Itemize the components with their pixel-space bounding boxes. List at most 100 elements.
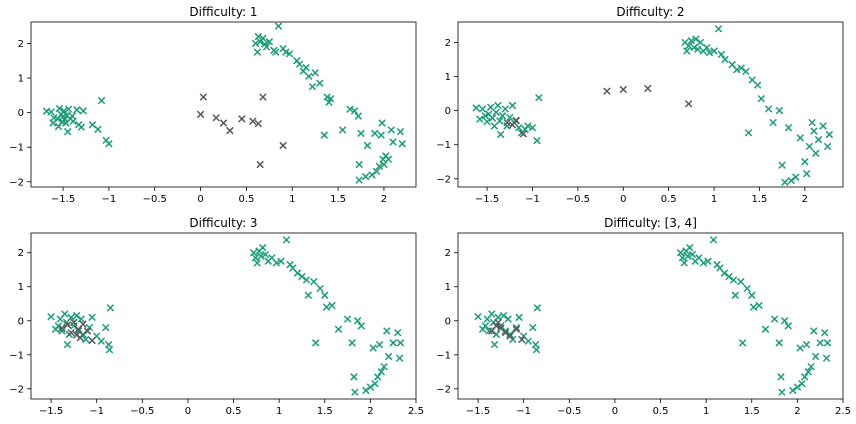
data-point bbox=[804, 368, 813, 376]
data-point bbox=[496, 130, 505, 139]
data-point bbox=[515, 123, 523, 132]
data-point bbox=[102, 323, 110, 332]
data-point bbox=[47, 108, 55, 116]
data-point bbox=[729, 276, 738, 284]
data-point bbox=[528, 123, 537, 132]
data-point bbox=[77, 123, 86, 131]
data-point bbox=[64, 105, 73, 113]
subplot-title: Difficulty: 2 bbox=[616, 5, 684, 19]
data-point bbox=[348, 339, 356, 347]
data-point bbox=[787, 176, 795, 185]
data-point bbox=[784, 123, 793, 132]
data-point bbox=[355, 176, 363, 184]
data-point bbox=[802, 340, 811, 349]
data-point bbox=[305, 72, 313, 81]
data-point bbox=[488, 114, 497, 122]
data-point bbox=[272, 48, 280, 56]
data-point bbox=[258, 243, 267, 252]
subplot-2: Difficulty: 2 −1.5 −1 −0.5 0 0.5 1 1.5 2 −2 −1 0 1 2 bbox=[436, 5, 844, 205]
x-tick-label: 1.5 bbox=[330, 194, 346, 205]
data-point bbox=[259, 93, 267, 101]
x-tick-label: 0 bbox=[612, 406, 618, 417]
x-tick-label: 0.5 bbox=[226, 406, 242, 417]
data-point bbox=[775, 106, 784, 115]
data-point bbox=[323, 93, 331, 101]
x-tick-label: 0.5 bbox=[238, 194, 254, 205]
data-point bbox=[524, 122, 532, 130]
data-point bbox=[371, 129, 379, 138]
data-point bbox=[476, 115, 484, 123]
x-tick-label: −1 bbox=[525, 194, 540, 205]
data-point bbox=[796, 344, 804, 352]
data-point bbox=[685, 243, 694, 252]
data-point bbox=[801, 158, 809, 166]
data-point bbox=[76, 334, 84, 342]
data-point bbox=[67, 313, 75, 322]
data-point bbox=[518, 335, 526, 344]
subplot-1: Difficulty: 1 −1.5 −1 −0.5 0 0.5 1 1.5 2 −2 −1 0 1 2 bbox=[9, 5, 417, 205]
data-point bbox=[503, 122, 511, 130]
data-point bbox=[684, 42, 693, 50]
data-point bbox=[472, 104, 480, 112]
data-point bbox=[519, 130, 528, 138]
data-point bbox=[396, 339, 405, 347]
data-point bbox=[474, 312, 482, 321]
series-2 bbox=[196, 93, 287, 169]
axes-frame bbox=[457, 21, 844, 188]
data-point bbox=[709, 236, 718, 244]
data-point bbox=[226, 126, 234, 135]
data-point bbox=[731, 291, 740, 299]
data-point bbox=[532, 345, 541, 354]
data-point bbox=[494, 101, 502, 110]
data-point bbox=[302, 63, 310, 72]
data-point bbox=[515, 313, 523, 322]
data-point bbox=[821, 328, 829, 337]
data-point bbox=[619, 85, 627, 94]
y-tick-label: 1 bbox=[445, 282, 451, 293]
data-point bbox=[512, 117, 520, 125]
x-tick-label: 1 bbox=[711, 194, 717, 205]
series-2 bbox=[58, 318, 96, 345]
data-point bbox=[395, 354, 404, 362]
x-tick-label: 1.5 bbox=[744, 406, 760, 417]
data-point bbox=[253, 259, 261, 267]
data-point bbox=[770, 315, 779, 323]
data-point bbox=[304, 291, 313, 299]
data-point bbox=[761, 325, 770, 333]
subplot-title: Difficulty: [3, 4] bbox=[604, 216, 697, 230]
y-tick-label: −1 bbox=[436, 140, 451, 151]
data-point bbox=[684, 100, 693, 108]
data-point bbox=[97, 337, 105, 345]
data-point bbox=[354, 112, 362, 120]
data-point bbox=[334, 325, 343, 333]
x-tick-label: −1.5 bbox=[51, 194, 75, 205]
data-point bbox=[498, 112, 507, 120]
data-point bbox=[285, 50, 294, 58]
data-point bbox=[488, 310, 496, 318]
y-tick-label: −1 bbox=[9, 143, 24, 154]
data-point bbox=[819, 122, 827, 130]
data-point bbox=[199, 93, 208, 101]
data-point bbox=[63, 340, 72, 349]
data-point bbox=[77, 315, 85, 323]
data-point bbox=[106, 304, 115, 312]
data-point bbox=[678, 254, 687, 262]
subplot-3: Difficulty: 3 −1.5 −1 −0.5 0 0.5 1 1.5 2 2.5 −2 −1 0… bbox=[9, 216, 424, 417]
data-point bbox=[54, 322, 63, 330]
y-tick-label: 0 bbox=[18, 108, 24, 119]
data-point bbox=[394, 328, 402, 337]
data-point bbox=[257, 252, 265, 260]
data-point bbox=[822, 354, 831, 362]
x-tick-label: 1.5 bbox=[752, 194, 768, 205]
data-point bbox=[375, 340, 384, 349]
data-point bbox=[705, 48, 714, 57]
data-point bbox=[720, 269, 729, 277]
data-point bbox=[775, 339, 783, 347]
data-point bbox=[490, 340, 499, 349]
data-point bbox=[316, 79, 324, 87]
data-point bbox=[265, 37, 274, 46]
data-point bbox=[282, 236, 291, 244]
data-point bbox=[55, 104, 64, 113]
data-point bbox=[492, 330, 501, 339]
